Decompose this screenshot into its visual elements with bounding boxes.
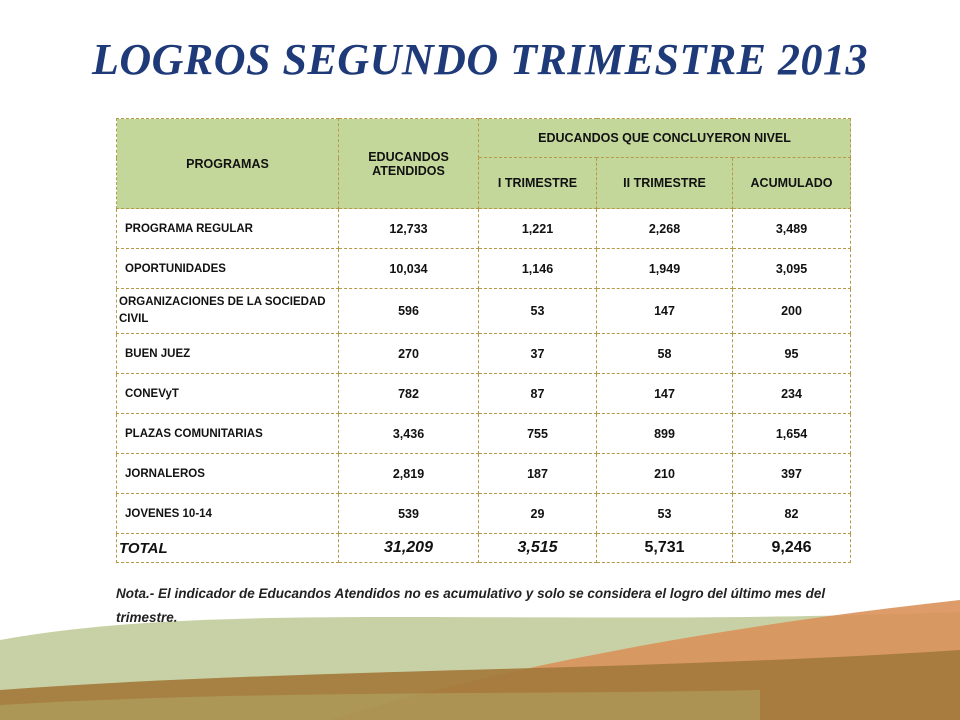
brown-wave	[0, 650, 960, 720]
cell-i-trimestre: 1,221	[478, 208, 597, 249]
cell-atendidos: 539	[338, 493, 479, 534]
total-atendidos: 31,209	[338, 533, 479, 563]
cell-atendidos: 782	[338, 373, 479, 414]
table-row: BUEN JUEZ 270 37 58 95	[116, 333, 852, 374]
header-ii-trimestre: II TRIMESTRE	[596, 157, 733, 209]
cell-ii-trimestre: 53	[596, 493, 733, 534]
cell-programa: PLAZAS COMUNITARIAS	[116, 413, 339, 454]
cell-acumulado: 1,654	[731, 413, 852, 454]
cell-programa: JOVENES 10-14	[116, 493, 339, 534]
table-row: PLAZAS COMUNITARIAS 3,436 755 899 1,654	[116, 413, 852, 454]
cell-acumulado: 397	[731, 453, 852, 494]
cell-ii-trimestre: 1,949	[596, 248, 733, 289]
header-educandos-atendidos: EDUCANDOS ATENDIDOS	[338, 118, 479, 209]
cell-atendidos: 10,034	[338, 248, 479, 289]
cell-programa: BUEN JUEZ	[116, 333, 339, 374]
header-i-trimestre: I TRIMESTRE	[478, 157, 597, 209]
cell-atendidos: 596	[338, 288, 479, 334]
cell-atendidos: 12,733	[338, 208, 479, 249]
cell-ii-trimestre: 147	[596, 288, 733, 334]
total-acumulado: 9,246	[731, 533, 852, 563]
header-concluyeron-nivel: EDUCANDOS QUE CONCLUYERON NIVEL	[477, 118, 852, 158]
cell-atendidos: 270	[338, 333, 479, 374]
header-programas: PROGRAMAS	[116, 118, 339, 209]
cell-acumulado: 82	[731, 493, 852, 534]
footnote: Nota.- El indicador de Educandos Atendid…	[116, 586, 826, 625]
cell-ii-trimestre: 147	[596, 373, 733, 414]
total-label: TOTAL	[116, 533, 339, 563]
cell-programa: JORNALEROS	[116, 453, 339, 494]
cell-programa: OPORTUNIDADES	[116, 248, 339, 289]
cell-i-trimestre: 1,146	[478, 248, 597, 289]
header-acumulado: ACUMULADO	[731, 157, 852, 209]
page-title: LOGROS SEGUNDO TRIMESTRE 2013	[91, 35, 869, 84]
cell-programa: CONEVyT	[116, 373, 339, 414]
cell-ii-trimestre: 899	[596, 413, 733, 454]
table-row: CONEVyT 782 87 147 234	[116, 373, 852, 414]
total-i-trimestre: 3,515	[478, 533, 597, 563]
table-row: OPORTUNIDADES 10,034 1,146 1,949 3,095	[116, 248, 852, 289]
total-row: TOTAL 31,209 3,515 5,731 9,246	[116, 533, 852, 563]
table-row: JOVENES 10-14 539 29 53 82	[116, 493, 852, 534]
cell-i-trimestre: 53	[478, 288, 597, 334]
cell-i-trimestre: 87	[478, 373, 597, 414]
cell-i-trimestre: 29	[478, 493, 597, 534]
cell-ii-trimestre: 2,268	[596, 208, 733, 249]
logros-table: PROGRAMAS EDUCANDOS ATENDIDOS EDUCANDOS …	[116, 118, 852, 563]
light-green-band	[0, 690, 760, 720]
cell-ii-trimestre: 210	[596, 453, 733, 494]
